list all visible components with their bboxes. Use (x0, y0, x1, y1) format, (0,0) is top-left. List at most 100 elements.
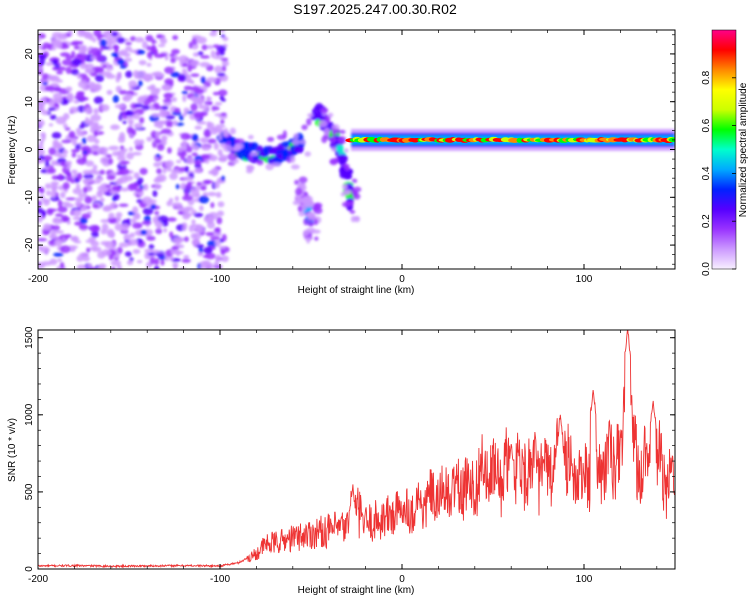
spectrogram-halo-blob (344, 148, 349, 153)
spectrogram-noise-blob (199, 260, 209, 266)
spectrogram-noise-blob (214, 260, 219, 267)
spectrogram-noise-blob (41, 198, 51, 203)
spectrogram-noise-blob (169, 172, 178, 180)
spectrogram-noise-blob (156, 168, 162, 175)
spectrogram-noise-blob (191, 133, 199, 142)
spectrogram-noise-blob (207, 191, 217, 197)
spectrogram-noise-blob (145, 34, 154, 42)
spectrogram-noise-blob (196, 121, 207, 125)
spectrogram-halo-blob (307, 113, 314, 118)
spectrogram-noise-blob (164, 66, 174, 74)
spectrogram-noise-blob (170, 71, 180, 78)
spectrogram-halo-blob (337, 136, 347, 144)
spectrogram-noise-blob (111, 185, 121, 191)
spectrogram-noise-blob (221, 60, 230, 67)
snr-ytick-label: 1000 (24, 403, 35, 426)
spectrogram-noise-blob (156, 34, 163, 39)
spectrogram-noise-blob (82, 154, 87, 162)
spectrogram-noise-blob (89, 169, 97, 174)
spectrogram-noise-blob (172, 120, 178, 126)
spectrogram-halo-blob (349, 209, 356, 215)
spectrogram-noise-blob (163, 92, 174, 100)
spectrogram-noise-blob (109, 190, 118, 195)
spectrogram-noise-blob (197, 51, 204, 56)
spectrogram-noise-blob (222, 36, 229, 42)
spectrogram-noise-blob (151, 113, 161, 118)
spectrogram-noise-blob (113, 193, 120, 201)
spectrogram-noise-blob (180, 154, 186, 161)
spectrogram-noise-blob (191, 238, 200, 246)
spectrogram-noise-blob (203, 129, 211, 138)
spectrogram-noise-blob (182, 212, 191, 220)
spectrogram-noise-blob (41, 46, 46, 51)
spectrogram-halo-blob (321, 135, 328, 144)
spectrogram-halo-blob (256, 158, 264, 166)
spectrogram-noise-blob (142, 183, 149, 191)
spectrogram-noise-blob (169, 231, 174, 239)
spectrogram-noise-blob (219, 238, 224, 243)
spectrogram-halo-blob (345, 201, 355, 206)
spectrogram-halo-blob (352, 193, 361, 200)
spectrogram-noise-blob (87, 263, 93, 269)
spectrogram-noise-blob (51, 132, 62, 139)
spectrogram-noise-blob (48, 234, 58, 240)
snr-ylabel: SNR (10 * v/v) (7, 418, 18, 482)
spectrogram-halo-blob (344, 166, 351, 172)
spectrogram-noise-blob (199, 264, 209, 269)
spectrogram-noise-blob (120, 187, 130, 192)
colorbar-tick-label: 0.2 (701, 214, 712, 228)
spectrogram-halo-blob (222, 131, 229, 138)
spectrogram-noise-blob (181, 258, 191, 263)
spectrogram-noise-blob (78, 41, 84, 45)
spectrogram-noise-blob (205, 231, 214, 237)
spectrogram-noise-blob (78, 80, 88, 89)
spectrogram-noise-blob (188, 225, 195, 233)
spectrogram-streak-blob (336, 154, 348, 164)
colorbar-tick-label: 0.6 (701, 118, 712, 132)
spectrogram-halo-blob (307, 220, 314, 227)
spectrogram-noise-blob (209, 32, 218, 37)
spectrogram-noise-blob (134, 103, 144, 108)
spectrogram-noise-blob (132, 222, 143, 229)
spectrogram-noise-blob (220, 175, 226, 181)
spectrogram-noise-blob (77, 30, 85, 33)
spectrogram-noise-blob (162, 167, 167, 174)
spectrogram-noise-blob (53, 97, 63, 104)
spectrogram-noise-blob (92, 204, 99, 209)
spectrogram-noise-blob (114, 179, 122, 184)
spectrogram-noise-blob (119, 131, 126, 140)
spectrogram-noise-blob (53, 86, 62, 91)
spectrogram-noise-blob (189, 86, 200, 91)
spectrogram-noise-blob (57, 154, 68, 158)
spectrogram-halo-blob (290, 164, 300, 170)
spectrogram-noise-blob (71, 138, 78, 146)
snr-xtick-label: -100 (210, 574, 230, 585)
spectrogram-noise-blob (144, 248, 154, 253)
spectrogram-noise-blob (101, 249, 112, 257)
spectrogram-noise-blob (196, 244, 205, 249)
spectrogram-noise-blob (148, 244, 155, 250)
spectrogram-noise-blob (196, 36, 207, 44)
spectrogram-halo-blob (334, 128, 341, 135)
spectrogram-noise-blob (154, 258, 160, 266)
spectrogram-noise-blob (196, 181, 202, 186)
spectrogram-ytick-label: 0 (24, 146, 35, 152)
spectrogram-noise-blob (95, 66, 105, 74)
spectrogram-noise-blob (93, 130, 98, 137)
spectrogram-noise-blob (51, 185, 58, 193)
spectrogram-noise-blob (153, 265, 160, 269)
spectrogram-noise-blob (127, 238, 139, 246)
spectrogram-noise-blob (38, 207, 44, 214)
spectrogram-noise-blob (172, 237, 184, 244)
spectrogram-noise-blob (169, 250, 180, 255)
colorbar: 0.0 0.2 0.4 0.6 0.8 Normalized spectral ampl… (701, 29, 749, 276)
spectrogram-halo-blob (331, 147, 337, 152)
spectrogram-noise-blob (171, 48, 180, 55)
spectrogram-carrier-blob (668, 137, 675, 143)
spectrogram-noise-blob (151, 38, 156, 45)
spectrogram-noise-blob (134, 188, 144, 193)
spectrogram-noise-blob (131, 151, 142, 156)
figure-title: S197.2025.247.00.30.R02 (293, 1, 457, 17)
spectrogram-noise-blob (167, 217, 177, 222)
spectrogram-noise-blob (103, 186, 108, 191)
